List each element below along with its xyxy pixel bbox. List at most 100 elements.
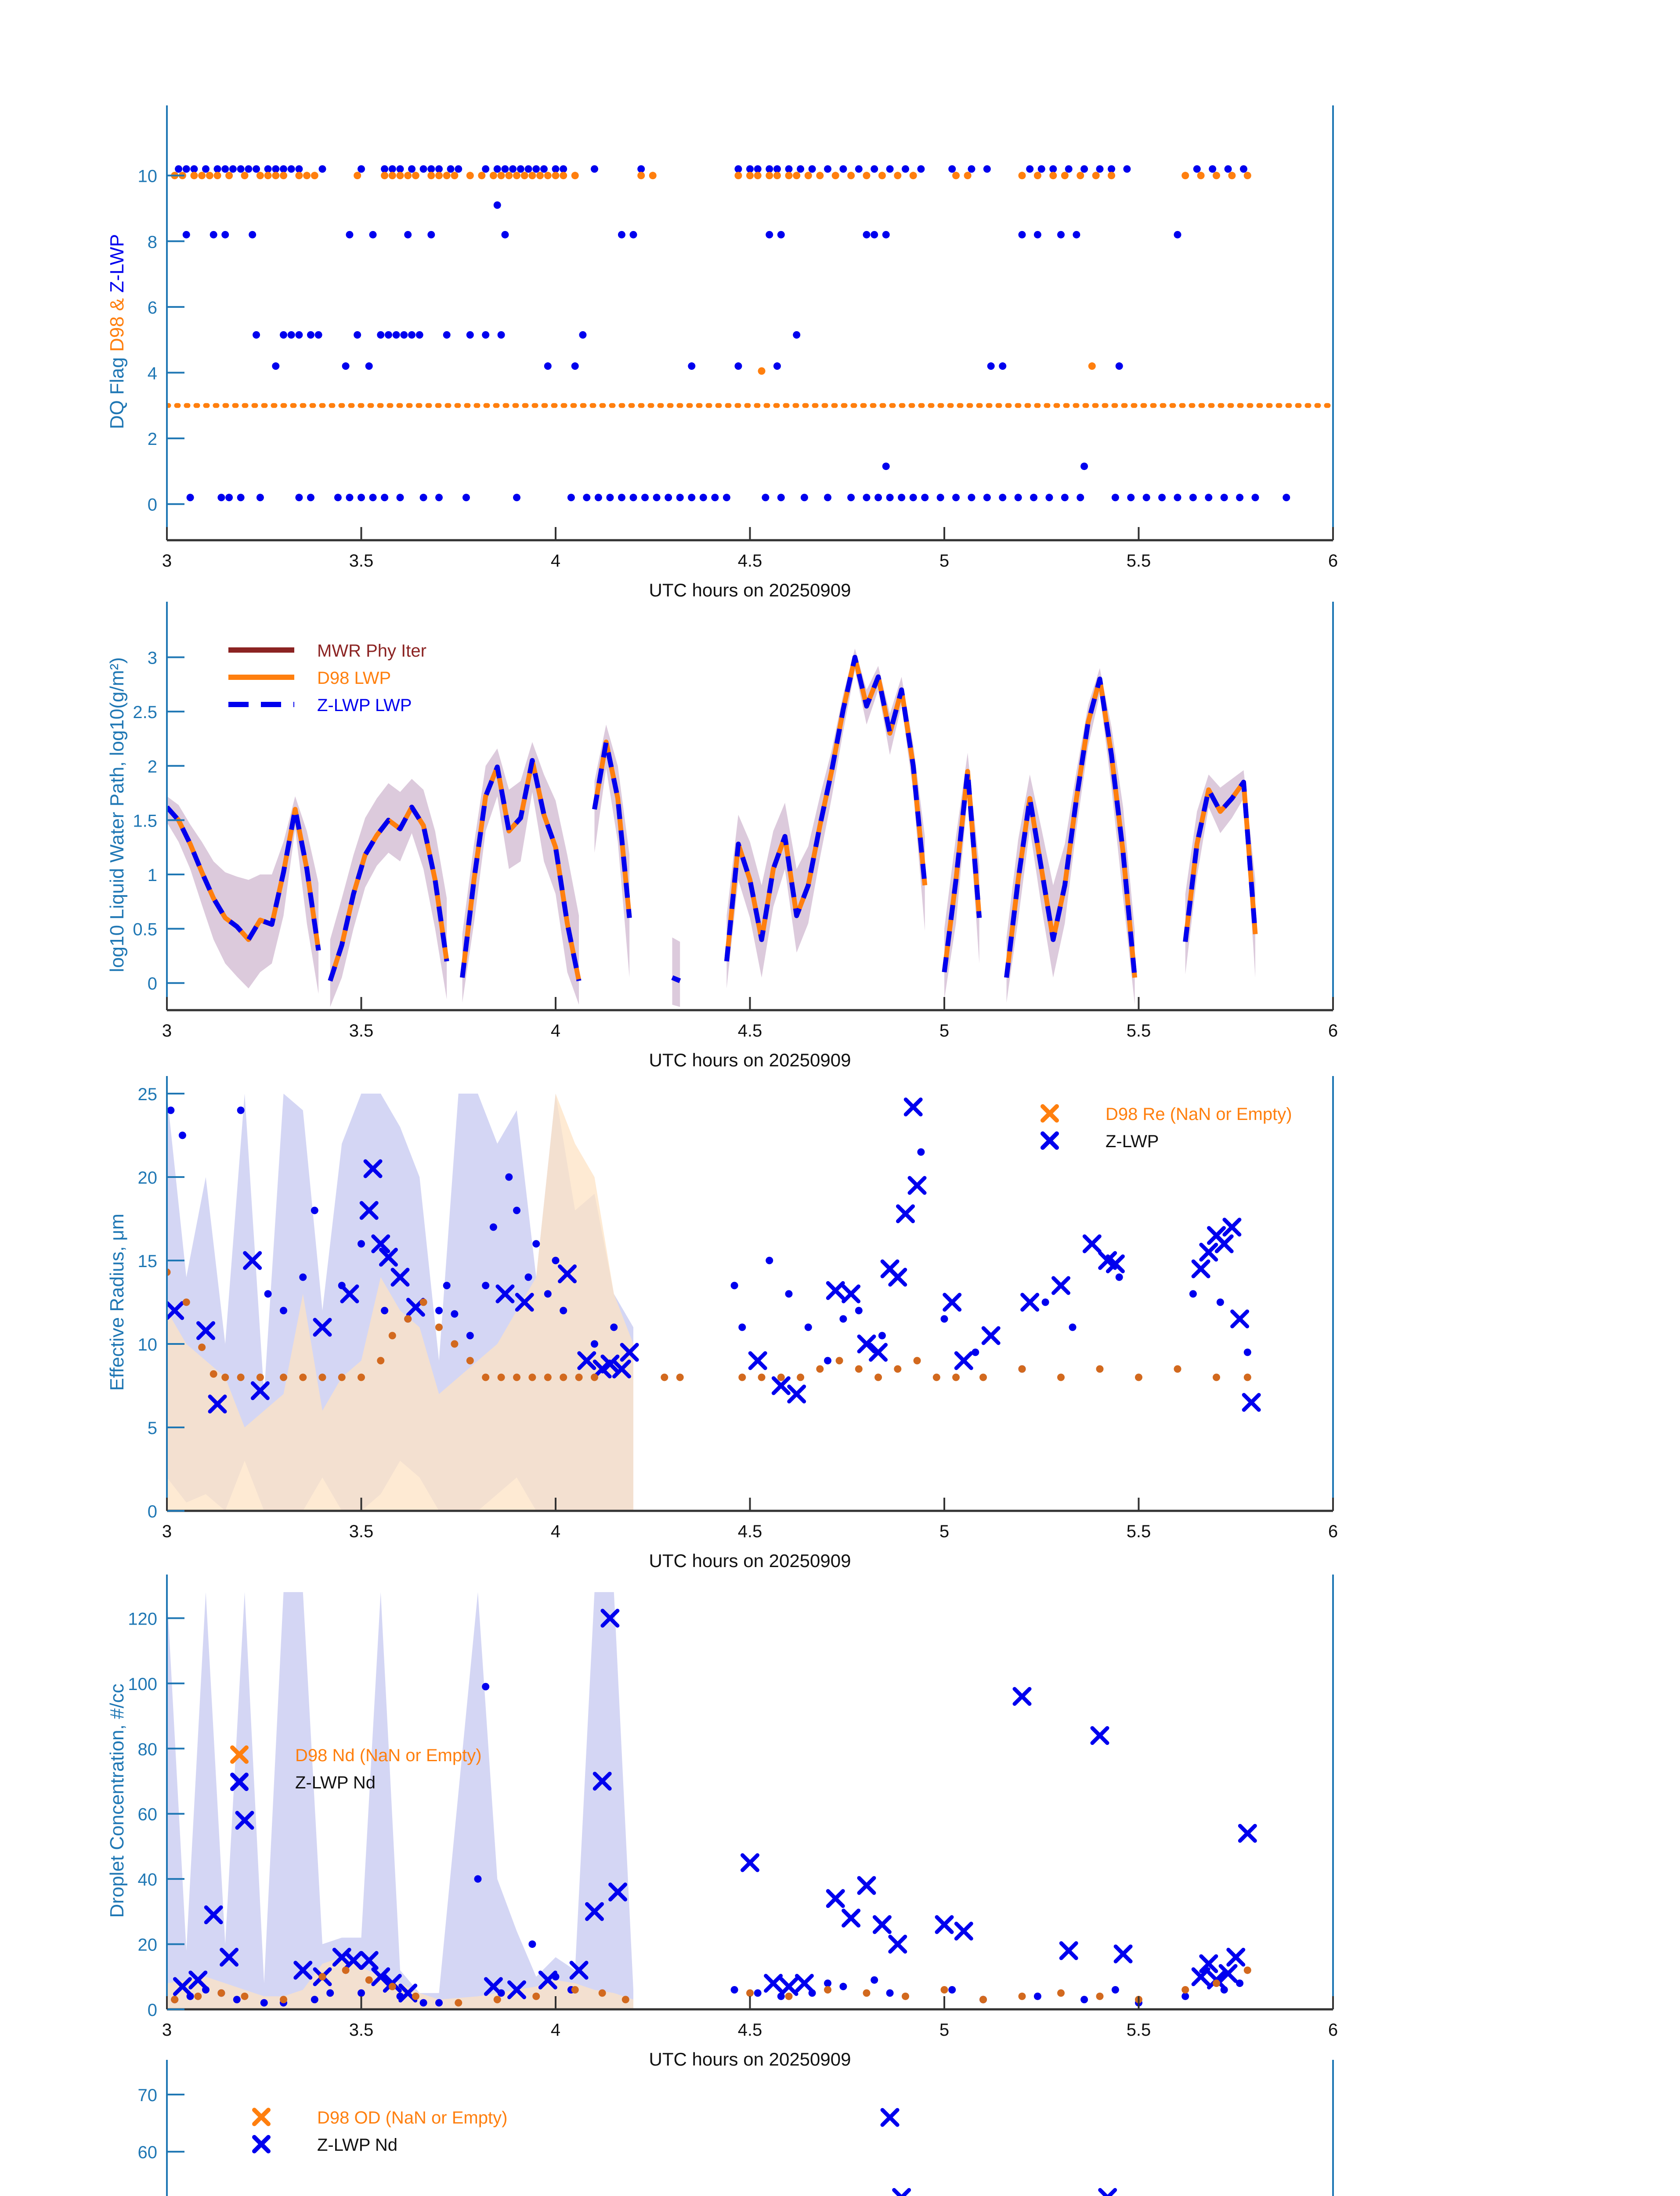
marker-dot [1080, 165, 1088, 173]
panel2-y-tick-label: 0.5 [133, 920, 157, 939]
marker-x [593, 1771, 612, 1791]
marker-dot [804, 172, 812, 180]
marker-dot [1243, 1373, 1251, 1381]
panel2-d98-line [1004, 676, 1138, 978]
panel2-x-tick-label: 3 [162, 1021, 172, 1040]
marker-dot [482, 1683, 490, 1690]
marker-dot [773, 362, 781, 370]
panel4-band-1 [167, 1957, 633, 2009]
marker-dot [167, 1268, 171, 1276]
marker-dot [396, 172, 404, 180]
marker-dot [318, 1973, 326, 1981]
marker-dot [167, 1106, 175, 1114]
marker-dot [451, 172, 459, 180]
marker-x [892, 2188, 911, 2196]
marker-x [1191, 1259, 1210, 1279]
marker-dot [1073, 231, 1080, 238]
marker-dot [1030, 494, 1038, 502]
marker-dot [365, 1976, 373, 1984]
marker-dot [567, 494, 575, 502]
marker-dot [427, 231, 435, 238]
panel3-band-1 [167, 1094, 633, 1511]
legend-swatch-x [1041, 1131, 1059, 1150]
panel2-uncertainty-band [167, 796, 319, 994]
marker-dot [824, 1357, 831, 1365]
panel1-x-tick-label: 4.5 [738, 551, 762, 571]
marker-dot [178, 172, 186, 180]
marker-dot [711, 494, 719, 502]
marker-dot [517, 165, 524, 173]
marker-dot [983, 494, 991, 502]
marker-dot [579, 331, 587, 339]
panel1-y-tick-label: 8 [148, 232, 157, 252]
marker-dot [1243, 1966, 1251, 1974]
marker-x [1226, 1947, 1246, 1967]
marker-x [340, 1284, 359, 1304]
marker-x [313, 1318, 332, 1337]
marker-dot [762, 494, 770, 502]
marker-x [954, 1922, 973, 1941]
marker-x [888, 1935, 907, 1954]
marker-dot [1108, 172, 1116, 180]
marker-dot [365, 362, 373, 370]
panel2-d98-line [460, 758, 582, 982]
marker-x [896, 1204, 915, 1224]
marker-dot [171, 1996, 179, 2004]
marker-x [741, 1853, 759, 1872]
marker-dot [513, 494, 520, 502]
marker-dot [734, 165, 742, 173]
panel4-y-tick-label: 0 [148, 2001, 157, 2020]
marker-dot [412, 172, 419, 180]
marker-dot [909, 494, 917, 502]
marker-x [593, 1359, 612, 1379]
marker-dot [571, 172, 579, 180]
marker-dot [427, 172, 435, 180]
panel4-x-tick-label: 4 [551, 2020, 560, 2040]
legend-label: D98 Re (NaN or Empty) [1106, 1105, 1292, 1124]
marker-x [612, 1359, 631, 1379]
panel3-x-tick-label: 5.5 [1127, 1522, 1151, 1541]
marker-x [872, 1915, 892, 1934]
marker-dot [824, 1986, 831, 1994]
marker-dot [419, 494, 427, 502]
marker-dot [948, 1986, 956, 1994]
marker-dot [1088, 362, 1096, 370]
marker-dot [738, 1323, 746, 1331]
panel2-x-tick-label: 3.5 [349, 1021, 374, 1040]
marker-dot [1045, 494, 1053, 502]
marker-x [1113, 1944, 1133, 1964]
marker-x [608, 1882, 628, 1902]
marker-x [406, 1297, 425, 1317]
panel5-series-0 [880, 2108, 1117, 2196]
marker-dot [435, 1999, 443, 2007]
marker-dot [482, 1373, 490, 1381]
marker-x [907, 1176, 927, 1195]
marker-dot [451, 1310, 459, 1318]
panel2-d98-line [167, 805, 321, 951]
marker-dot [902, 1992, 909, 2000]
marker-dot [419, 1999, 427, 2007]
marker-dot [863, 494, 871, 502]
marker-dot [536, 172, 544, 180]
marker-dot [435, 494, 443, 502]
panel3-y-tick-label: 15 [138, 1252, 158, 1271]
marker-dot [972, 1348, 979, 1356]
legend-label: D98 LWP [317, 668, 391, 688]
marker-x [188, 1970, 208, 1990]
marker-dot [1069, 1323, 1077, 1331]
marker-x [250, 1381, 270, 1400]
panel2-d98-line [724, 655, 928, 962]
marker-dot [1111, 494, 1119, 502]
marker-dot [932, 1373, 940, 1381]
marker-dot [882, 462, 890, 470]
legend-label: D98 OD (NaN or Empty) [317, 2108, 507, 2127]
panel3-x-tick-label: 3.5 [349, 1522, 374, 1541]
marker-dot [524, 1273, 532, 1281]
marker-dot [369, 494, 377, 502]
marker-dot [435, 1323, 443, 1331]
marker-dot [936, 494, 944, 502]
marker-dot [676, 494, 684, 502]
panel2-y-tick-label: 2 [148, 757, 157, 777]
marker-dot [1135, 1373, 1142, 1381]
